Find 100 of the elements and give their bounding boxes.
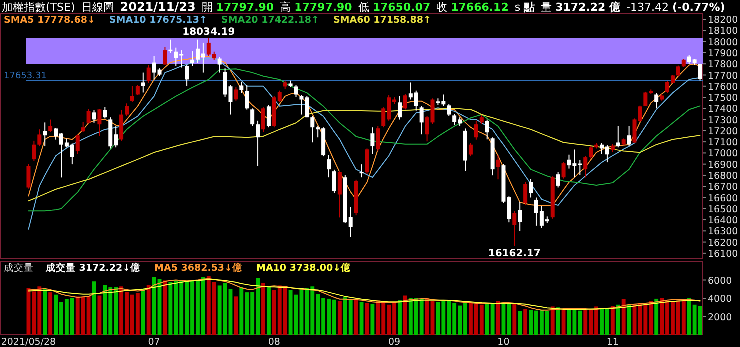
series-label: MA10 3738.00↓億 [256,262,352,274]
candlestick [125,103,130,117]
y-tick-label: 16900 [708,160,738,171]
candlestick [327,154,332,178]
candlestick [26,164,31,190]
candlestick [185,64,190,87]
candlestick [529,178,534,198]
y-tick-label: 17000 [708,148,738,160]
y-tick-label: 17600 [708,82,738,93]
candlestick [130,86,134,102]
x-tick-label: 11 [606,337,619,347]
text: 量 3172.22 億 [541,1,622,14]
candlestick [474,120,478,140]
chart-subtitle: 日線圖 [81,1,114,14]
candlestick [218,56,222,74]
bar [622,299,626,335]
y-tick-label: 16200 [708,238,738,249]
x-tick-label: 09 [388,337,401,347]
bar [616,304,620,335]
candlestick [589,146,594,160]
candlestick [365,148,370,175]
candlestick [447,104,452,117]
text: 開 17797.90 [202,1,274,14]
candlestick [256,120,260,167]
x-tick-label: 08 [268,337,280,347]
candlestick [310,116,315,144]
candlestick [190,51,195,67]
candlestick [76,134,80,155]
candlestick [338,170,342,218]
ref-line-label: 17653.31 [4,71,47,82]
candlestick [332,169,336,194]
candlestick [98,108,102,137]
y-tick-label: 16700 [708,182,738,194]
candlestick [654,92,659,110]
chart-title: 成交量 [4,262,34,274]
y-tick-label: 16400 [708,216,738,227]
candlestick [86,108,91,124]
bar [610,306,615,335]
bar [266,286,271,335]
y-tick-label: 6000 [708,276,732,287]
bar [98,296,102,335]
bar [403,296,408,335]
candlestick [141,72,146,94]
y-tick-label: 17800 [708,60,738,71]
y-tick-label: 2000 [708,312,732,324]
bar [43,290,48,335]
candlestick [136,84,140,96]
candlestick [420,106,424,136]
x-tick-label: 10 [498,337,510,347]
annotation: 16162.17 [488,248,541,260]
y-tick-label: 17200 [708,126,738,138]
bar [654,298,659,335]
y-tick-label: 18000 [708,37,738,48]
text: 2021/11/23 [120,0,196,14]
bar [234,296,238,335]
bar [524,309,528,335]
y-tick-label: 16300 [708,226,738,238]
candlestick [261,107,266,133]
candlestick [562,162,566,180]
text: 高 17797.90 [280,1,353,14]
candlestick [32,140,36,162]
candlestick [38,129,42,148]
candlestick [240,81,244,94]
text: SMA20 17422.18↑ [221,15,320,26]
y-tick-label: 17900 [708,48,738,60]
y-tick-label: 16500 [708,204,738,216]
text: SMA10 17675.13↑ [109,15,208,26]
candlestick [616,126,620,148]
bar [550,306,555,335]
candlestick [163,46,168,66]
candlestick [485,119,490,140]
candlestick [43,122,48,148]
y-tick-label: 18200 [708,15,738,26]
candlestick [512,210,517,248]
y-tick-label: 17500 [708,93,738,104]
bar [48,292,53,335]
bar [354,300,358,335]
candlestick [48,119,53,133]
candlestick [676,65,680,77]
bar [370,304,375,335]
text: 低 17650.07 [358,1,431,14]
y-tick-label: 17100 [708,138,738,149]
candlestick [468,142,473,158]
candlestick [234,87,238,102]
bar [556,308,560,335]
text: -137.42 (-0.77%) [626,1,726,14]
candlestick [370,127,375,155]
candlestick [245,84,250,110]
candlestick [146,64,151,84]
candlestick [376,126,380,152]
candlestick [266,104,271,128]
bar [398,300,402,335]
y-tick-label: 17300 [708,115,738,126]
bar [518,311,522,335]
candlestick [627,126,632,148]
y-tick-label: 16100 [708,248,738,260]
candlestick [92,110,96,124]
candlestick [584,155,588,178]
y-tick-label: 4000 [708,294,732,305]
bar [146,285,151,335]
